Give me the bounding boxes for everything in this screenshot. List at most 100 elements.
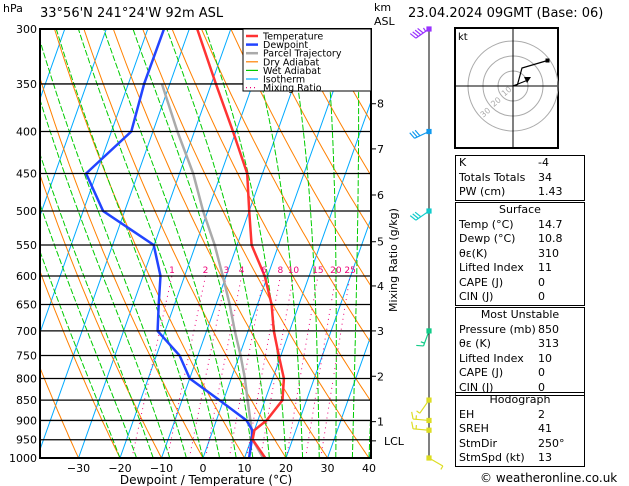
dry-adiabat-line xyxy=(40,269,121,458)
wet-adiabat-line xyxy=(77,29,221,458)
isotherm-line xyxy=(161,29,315,458)
legend-label: Dewpoint xyxy=(263,40,308,51)
wind-barb-flag xyxy=(412,213,419,219)
hodograph-unit: kt xyxy=(458,32,468,43)
isotherm-line xyxy=(40,29,190,452)
storm-motion-arrow-icon xyxy=(524,77,531,83)
wind-barb-flag xyxy=(417,27,424,34)
wind-barb-stem xyxy=(413,428,430,431)
km-tick-label: LCL xyxy=(384,435,405,448)
isotherm-line xyxy=(327,333,371,458)
wind-barb-flag xyxy=(409,33,417,39)
pressure-tick-label: 350 xyxy=(16,78,37,91)
row-cape: CAPE (J) 0 xyxy=(459,275,545,289)
wind-barb-half xyxy=(420,341,425,344)
mu-title: Most Unstable xyxy=(480,308,560,321)
pressure-tick-label: 950 xyxy=(16,434,37,447)
pressure-tick-label: 500 xyxy=(16,205,37,218)
wind-barb-flag xyxy=(414,129,421,137)
km-tick-label: 6 xyxy=(377,189,384,202)
wind-barb-stem xyxy=(419,399,430,414)
x-tick-label: −20 xyxy=(108,462,131,475)
row-stmspd: StmSpd (kt) 13 xyxy=(459,451,552,464)
surface-table: Surface Temp (°C) 14.7 Dewp (°C) 10.8 θε(K… xyxy=(455,202,585,306)
hodo-title: Hodograph xyxy=(489,393,551,406)
wind-barb-flag xyxy=(411,131,418,138)
asl-label: ASL xyxy=(374,15,395,28)
isotherm-line xyxy=(285,217,371,458)
row-eh: EH 2 xyxy=(459,407,545,421)
pressure-tick-label: 300 xyxy=(16,23,37,36)
x-tick-label: 0 xyxy=(200,462,207,475)
mixing-ratio-axis-title: Mixing Ratio (g/kg) xyxy=(387,208,400,312)
row-pressure: Pressure (mb) 850 xyxy=(459,322,559,336)
mixing-ratio-label: 6 xyxy=(261,266,267,276)
wind-barb-flag xyxy=(412,31,419,37)
mixing-ratio-line xyxy=(286,275,319,458)
isotherm-line xyxy=(202,29,356,458)
wind-barb-half xyxy=(440,465,444,470)
row-theta-e: θε (K) 313 xyxy=(459,337,559,350)
row-temp: Temp (°C) 14.7 xyxy=(459,217,563,231)
mixing-ratio-label: 2 xyxy=(203,266,209,276)
dry-adiabat-line xyxy=(259,29,371,232)
pressure-tick-label: 750 xyxy=(16,349,37,362)
dry-adiabat-line xyxy=(40,366,79,458)
row-sreh: SREH 41 xyxy=(459,422,552,435)
datetime-title: 23.04.2024 09GMT (Base: 06) xyxy=(408,6,604,21)
location-title: 33°56'N 241°24'W 92m ASL xyxy=(40,6,224,21)
mixing-ratio-label: 15 xyxy=(312,266,323,276)
mixing-ratio-label: 3 xyxy=(223,266,229,276)
row-theta-e: θε(K) 310 xyxy=(459,246,559,260)
wet-adiabat-line xyxy=(351,29,360,458)
wind-barb-flag xyxy=(416,344,424,347)
dewpoint-line xyxy=(84,29,254,458)
row-li: Lifted Index 10 xyxy=(459,351,552,365)
copyright-footer[interactable]: © weatheronline.co.uk xyxy=(480,471,618,485)
mixing-ratio-label: 20 xyxy=(330,266,342,276)
wind-barb xyxy=(409,26,432,39)
dry-adiabat-line xyxy=(171,29,371,403)
hodograph-endpoint xyxy=(545,58,550,63)
wind-barb xyxy=(409,128,432,139)
mixing-ratio-line xyxy=(205,275,243,458)
isotherm-line xyxy=(244,100,371,458)
legend-box xyxy=(242,28,372,92)
x-tick-label: −10 xyxy=(150,462,173,475)
row-stmdir: StmDir 250° xyxy=(459,436,565,450)
wind-barb xyxy=(416,397,432,414)
dry-adiabat-line xyxy=(289,29,371,177)
dry-adiabat-line xyxy=(40,76,204,458)
row-cin: CIN (J) 0 xyxy=(459,380,545,394)
row-cape: CAPE (J) 0 xyxy=(459,366,545,379)
wind-barb xyxy=(411,421,432,433)
wind-barb xyxy=(426,455,444,470)
wind-barb-flag xyxy=(411,411,414,420)
row-totals: Totals Totals 34 xyxy=(459,170,552,184)
wind-barb-flag xyxy=(414,211,422,218)
mixing-ratio-line xyxy=(166,275,206,458)
pressure-tick-label: 600 xyxy=(16,270,37,283)
isotherm-line xyxy=(78,29,232,458)
surface-title: Surface xyxy=(499,203,541,216)
row-li: Lifted Index 11 xyxy=(459,261,552,274)
hodograph-table: Hodograph EH 2 SREH 41 StmDir 250° StmSpd (… xyxy=(455,392,585,467)
dry-adiabat-line xyxy=(40,173,162,458)
mixing-ratio-label: 8 xyxy=(278,266,284,276)
storm-motion-vector xyxy=(512,79,529,87)
pressure-tick-label: 550 xyxy=(16,239,37,252)
pressure-tick-label: 700 xyxy=(16,325,37,338)
legend-label: Temperature xyxy=(262,32,323,43)
most-unstable-table: Most Unstable Pressure (mb) 850 θε (K) 313… xyxy=(455,307,585,396)
mixing-ratio-label: 1 xyxy=(169,266,175,276)
pressure-tick-label: 450 xyxy=(16,167,37,180)
dry-adiabat-line xyxy=(53,29,245,458)
legend-label: Wet Adiabat xyxy=(263,66,321,77)
mixing-ratio-label: 10 xyxy=(288,266,300,276)
x-tick-label: −30 xyxy=(67,462,90,475)
legend-label: Dry Adiabat xyxy=(263,57,320,68)
x-axis-title: Dewpoint / Temperature (°C) xyxy=(120,473,292,486)
